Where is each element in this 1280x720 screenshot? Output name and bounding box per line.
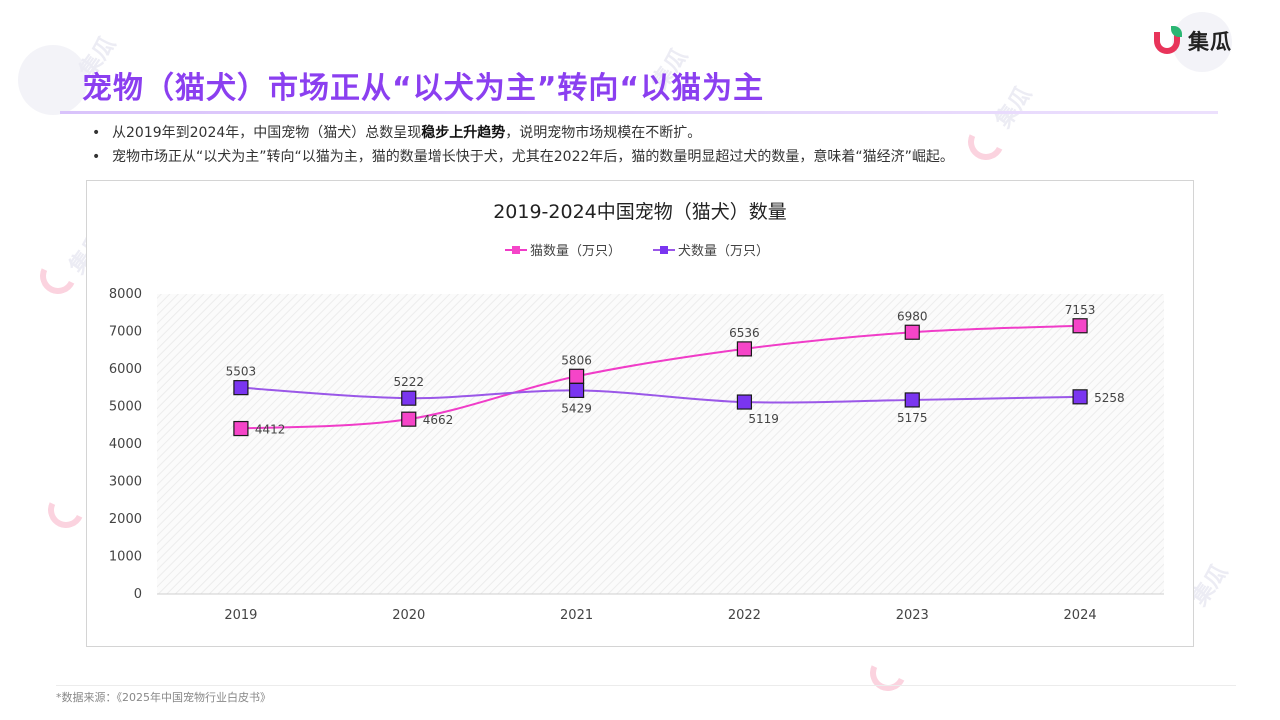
data-label: 4412 <box>255 423 286 437</box>
data-label: 6536 <box>729 326 760 340</box>
data-label: 5175 <box>897 411 928 425</box>
logo-icon <box>1152 26 1182 56</box>
y-tick-label: 2000 <box>109 512 142 527</box>
data-point-marker <box>568 368 585 384</box>
x-tick-label: 2019 <box>224 608 257 623</box>
paw-watermark <box>1172 12 1232 72</box>
line-chart: 2019-2024中国宠物（猫犬）数量 0 1000 2000 3000 4000 500… <box>109 201 1164 623</box>
data-point-marker <box>401 411 417 427</box>
paw-watermark <box>18 45 88 115</box>
series-line <box>240 386 1081 404</box>
data-point-marker <box>904 392 920 408</box>
x-tick-label: 2020 <box>392 608 425 623</box>
x-tick-label: 2021 <box>560 608 593 623</box>
y-tick-label: 1000 <box>109 550 142 565</box>
data-label: 7153 <box>1065 303 1096 317</box>
data-label: 6980 <box>897 309 928 323</box>
data-label: 5222 <box>393 375 424 389</box>
footer-divider <box>56 685 1236 686</box>
bullet-emphasis: 稳步上升趋势 <box>421 125 506 141</box>
data-label: 5258 <box>1094 391 1125 405</box>
bullet-text: 宠物市场正从“以犬为主”转向“以猫为主，猫的数量增长快于犬，尤其在2022年后，… <box>112 149 954 165</box>
x-tick-label: 2022 <box>728 608 761 623</box>
logo-watermark-icon <box>864 649 912 697</box>
data-point-marker <box>904 324 920 340</box>
legend-label: 猫数量（万只） <box>530 244 621 259</box>
y-tick-label: 5000 <box>109 400 142 415</box>
legend-marker <box>512 246 520 254</box>
bullet-text: 从2019年到2024年，中国宠物（猫犬）总数呈现 <box>112 125 422 141</box>
data-point-marker <box>233 420 249 437</box>
data-point-marker <box>736 394 753 410</box>
data-point-marker <box>401 390 417 406</box>
x-tick-label: 2023 <box>896 608 929 623</box>
logo-watermark-icon <box>42 486 90 534</box>
y-tick-label: 0 <box>134 587 142 602</box>
summary-bullet: 宠物市场正从“以犬为主”转向“以猫为主，猫的数量增长快于犬，尤其在2022年后，… <box>92 145 954 169</box>
data-label: 5429 <box>561 401 592 415</box>
y-tick-label: 6000 <box>109 362 142 377</box>
title-underline <box>60 111 1218 114</box>
legend-marker <box>660 246 668 254</box>
y-tick-label: 4000 <box>109 437 142 452</box>
data-point-marker <box>1072 389 1088 405</box>
data-point-marker <box>1072 318 1088 334</box>
data-point-marker <box>736 341 753 357</box>
y-tick-label: 7000 <box>109 325 142 340</box>
series-line <box>240 324 1081 430</box>
data-label: 5806 <box>561 353 592 367</box>
page-title: 宠物（猫犬）市场正从“以犬为主”转向“以猫为主 <box>82 71 765 106</box>
chart-card: 2019-2024中国宠物（猫犬）数量 0 1000 2000 3000 4000 500… <box>86 180 1194 647</box>
plot-area <box>157 294 1164 594</box>
brand-logo: 集瓜 <box>1152 26 1232 56</box>
legend-label: 犬数量（万只） <box>678 244 769 259</box>
summary-bullet: 从2019年到2024年，中国宠物（猫犬）总数呈现稳步上升趋势，说明宠物市场规模… <box>92 121 954 145</box>
data-source: *数据来源：《2025年中国宠物行业白皮书》 <box>56 691 271 704</box>
logo-text: 集瓜 <box>1188 30 1232 54</box>
data-point-marker <box>568 382 585 399</box>
data-label: 5119 <box>748 412 779 426</box>
chart-title: 2019-2024中国宠物（猫犬）数量 <box>493 201 787 223</box>
bullet-text: ，说明宠物市场规模在不断扩。 <box>505 125 702 141</box>
data-label: 5503 <box>226 365 257 379</box>
y-tick-label: 8000 <box>109 287 142 302</box>
y-tick-label: 3000 <box>109 475 142 490</box>
x-tick-label: 2024 <box>1064 608 1097 623</box>
summary-list: 从2019年到2024年，中国宠物（猫犬）总数呈现稳步上升趋势，说明宠物市场规模… <box>92 121 954 169</box>
data-label: 4662 <box>423 413 454 427</box>
data-point-marker <box>233 380 249 396</box>
